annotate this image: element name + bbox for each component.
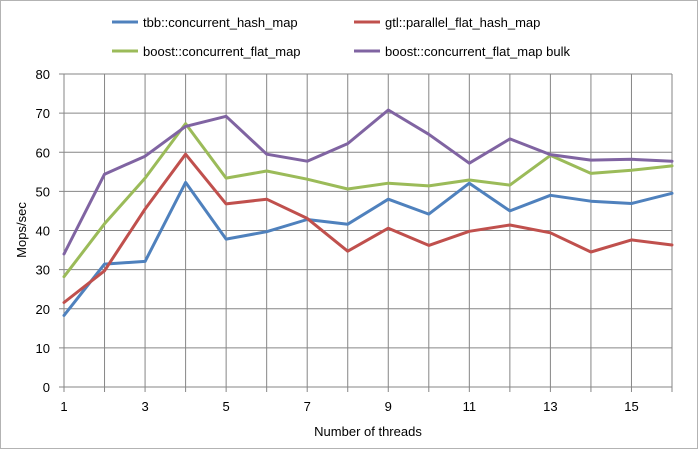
x-tick-label: 15 bbox=[624, 399, 638, 414]
x-tick-label: 11 bbox=[463, 399, 477, 414]
x-tick-label: 3 bbox=[141, 399, 148, 414]
y-tick-label: 80 bbox=[36, 67, 50, 82]
y-tick-label: 70 bbox=[36, 106, 50, 121]
x-tick-label: 13 bbox=[543, 399, 557, 414]
x-tick-label: 7 bbox=[304, 399, 311, 414]
y-axis-title: Mops/sec bbox=[14, 202, 29, 258]
grid-lines bbox=[64, 73, 673, 387]
legend-label-gtl: gtl::parallel_flat_hash_map bbox=[385, 15, 540, 30]
series-line-1 bbox=[62, 152, 674, 304]
x-tick-label: 1 bbox=[60, 399, 67, 414]
series-line-2 bbox=[62, 122, 674, 279]
y-tick-label: 30 bbox=[36, 263, 50, 278]
x-tick-label: 9 bbox=[385, 399, 392, 414]
x-tick-label: 5 bbox=[223, 399, 230, 414]
y-tick-label: 40 bbox=[36, 224, 50, 239]
legend-label-boost: boost::concurrent_flat_map bbox=[143, 44, 301, 59]
series-line-0 bbox=[62, 180, 674, 317]
y-tick-label: 10 bbox=[36, 341, 50, 356]
y-tick-label: 20 bbox=[36, 302, 50, 317]
x-axis-title: Number of threads bbox=[314, 424, 422, 439]
y-tick-label: 0 bbox=[43, 380, 50, 395]
series-line-3 bbox=[62, 108, 674, 256]
axes bbox=[59, 73, 673, 392]
y-tick-label: 50 bbox=[36, 184, 50, 199]
series-layer bbox=[62, 108, 674, 317]
legend-label-tbb: tbb::concurrent_hash_map bbox=[143, 15, 298, 30]
legend: tbb::concurrent_hash_map gtl::parallel_f… bbox=[112, 15, 570, 59]
y-tick-label: 60 bbox=[36, 145, 50, 160]
legend-label-boost-bulk: boost::concurrent_flat_map bulk bbox=[385, 44, 570, 59]
